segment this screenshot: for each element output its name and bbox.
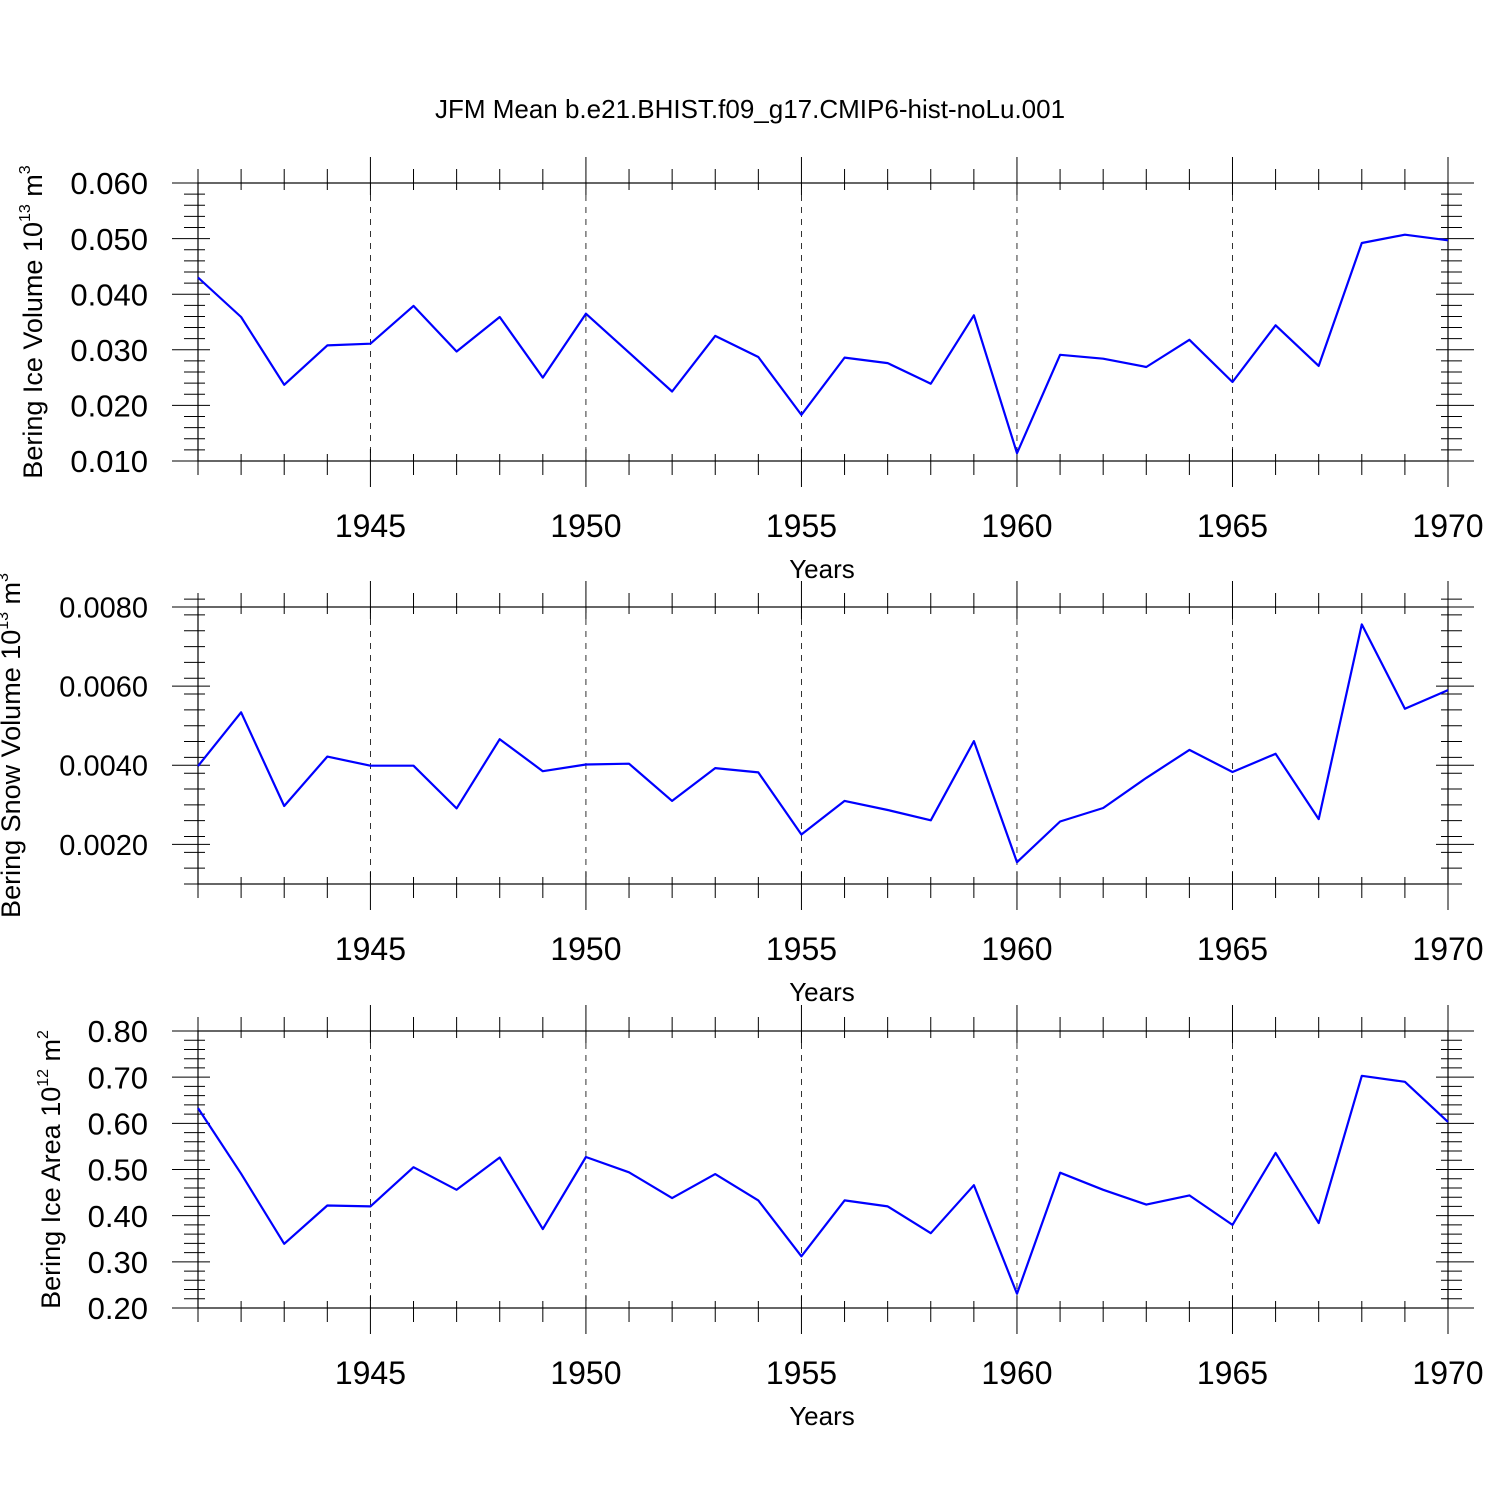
panels: 1945 1950 1955 1960 1965 1970 0.010 0.020 0.030 0…: [0, 157, 1484, 1431]
x-tick-label: 1965: [1197, 508, 1268, 544]
data-series-line: [197, 233, 1449, 455]
x-tick-label: 1950: [550, 931, 621, 967]
y-axis-title: Bering Ice Volume 1013 m3: [17, 165, 48, 478]
y-axis-title: Bering Snow Volume 1013 m3: [0, 573, 26, 918]
y-axis-title: Bering Ice Area 1012 m2: [35, 1030, 66, 1309]
y-tick-label: 0.020: [70, 389, 148, 424]
x-tick-label: 1970: [1412, 508, 1483, 544]
chart-panel-1: 1945 1950 1955 1960 1965 1970 0.010 0.020 0.030 0…: [17, 157, 1484, 584]
x-axis-title: Years: [789, 554, 855, 584]
y-tick-label: 0.050: [70, 222, 148, 257]
y-tick-label: 0.60: [88, 1106, 148, 1141]
x-tick-label: 1970: [1412, 1355, 1483, 1391]
x-tick-label: 1950: [550, 1355, 621, 1391]
y-tick-label: 0.20: [88, 1291, 148, 1326]
plot-frame: [197, 1030, 1449, 1309]
x-tick-label: 1945: [335, 508, 406, 544]
y-tick-label: 0.030: [70, 333, 148, 368]
x-tick-label: 1945: [335, 1355, 406, 1391]
x-tick-label: 1960: [981, 1355, 1052, 1391]
plot-frame: [197, 182, 1449, 462]
x-tick-label: 1965: [1197, 931, 1268, 967]
x-tick-label: 1960: [981, 508, 1052, 544]
y-tick-label: 0.50: [88, 1153, 148, 1188]
y-tick-label: 0.060: [70, 166, 148, 201]
x-tick-label: 1970: [1412, 931, 1483, 967]
x-axis-title: Years: [789, 977, 855, 1007]
chart-panel-3: 1945 1950 1955 1960 1965 1970 0.20 0.30 0.40 0.50…: [35, 1005, 1484, 1431]
y-tick-label: 0.0080: [59, 592, 148, 624]
y-tick-label: 0.0020: [59, 830, 148, 862]
y-tick-label: 0.40: [88, 1199, 148, 1234]
y-tick-label: 0.040: [70, 277, 148, 312]
x-tick-label: 1950: [550, 508, 621, 544]
x-tick-label: 1955: [766, 931, 837, 967]
chart-panel-2: 1945 1950 1955 1960 1965 1970 0.0020 0.0040 0.00…: [0, 573, 1484, 1007]
plot-frame: [197, 606, 1449, 885]
y-tick-label: 0.70: [88, 1060, 148, 1095]
x-tick-label: 1955: [766, 508, 837, 544]
y-tick-label: 0.30: [88, 1245, 148, 1280]
figure-title: JFM Mean b.e21.BHIST.f09_g17.CMIP6-hist-…: [435, 94, 1065, 124]
data-series-line: [197, 1074, 1449, 1295]
y-tick-label: 0.80: [88, 1014, 148, 1049]
data-series-line: [197, 623, 1449, 864]
x-tick-label: 1945: [335, 931, 406, 967]
x-axis-title: Years: [789, 1401, 855, 1431]
x-tick-label: 1960: [981, 931, 1052, 967]
y-tick-label: 0.0040: [59, 751, 148, 783]
x-tick-label: 1955: [766, 1355, 837, 1391]
y-tick-label: 0.010: [70, 444, 148, 479]
x-tick-label: 1965: [1197, 1355, 1268, 1391]
y-tick-label: 0.0060: [59, 672, 148, 704]
